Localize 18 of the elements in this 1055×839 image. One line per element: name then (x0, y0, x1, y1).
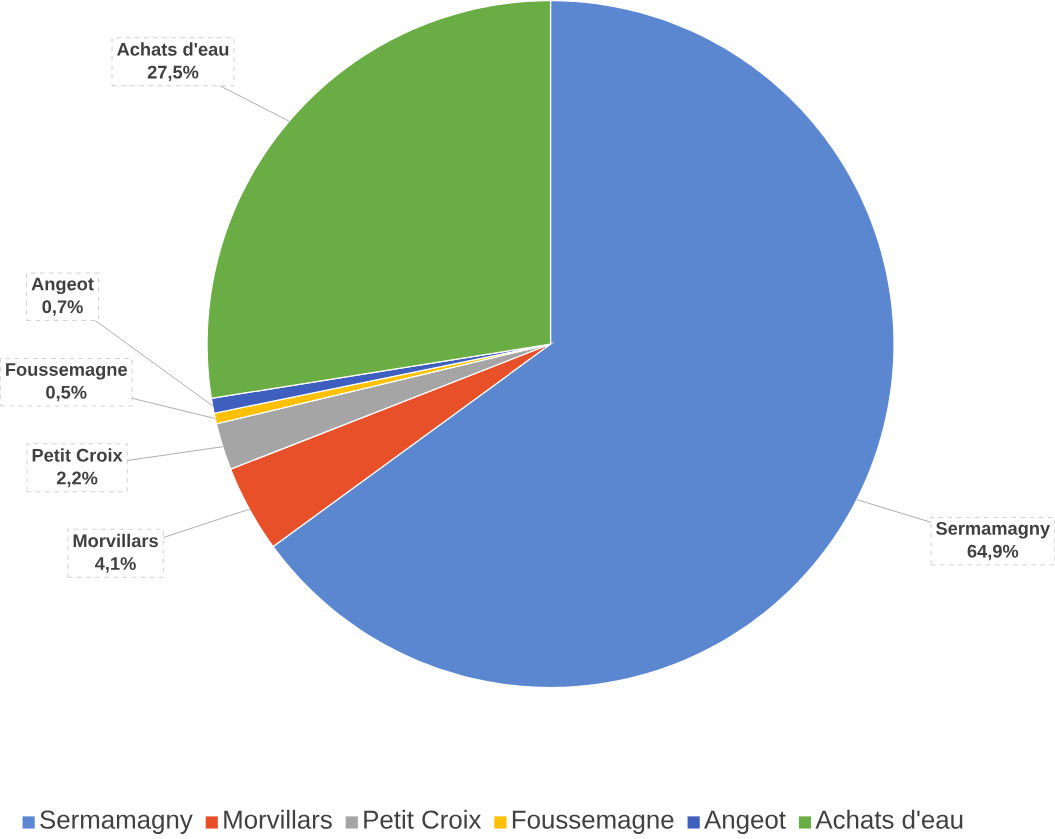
slice-label: Foussemagne (6, 363, 127, 380)
data-label: 2,2% (56, 471, 98, 488)
legend-label: Sermamagny (40, 810, 193, 834)
slice-label: Morvillars (73, 533, 158, 548)
slice-label: Angeot (31, 277, 94, 295)
legend-label: Petit Croix (364, 809, 482, 829)
data-label: 27,5% (147, 65, 199, 82)
legend-label: Foussemagne (512, 810, 674, 834)
slice-label: Petit Croix (32, 448, 123, 462)
slice-label: Sermamagny (936, 521, 1051, 539)
data-label: 0,7% (42, 300, 83, 316)
data-label: 0,5% (46, 385, 87, 402)
legend-label: Morvillars (224, 809, 332, 829)
slice-label: Achats d'eau (117, 42, 229, 56)
legend-label: Angeot (704, 810, 786, 834)
legend-label: Achats d'eau (815, 809, 963, 829)
data-label: 4,1% (95, 557, 136, 573)
data-label: 64,9% (967, 544, 1019, 561)
